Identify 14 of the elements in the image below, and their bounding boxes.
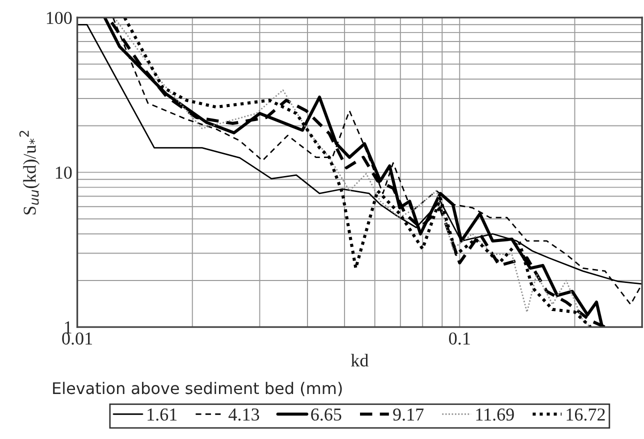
- y-axis-title: S$_{uu}$(kd)/u$_{*}$$^{2}$: [19, 130, 40, 214]
- y-tick-label: 1: [64, 321, 72, 334]
- x-tick-label: 0.1: [449, 332, 470, 345]
- legend-label: 1.61: [148, 408, 177, 421]
- legend-title: Elevation above sediment bed (mm): [53, 382, 342, 396]
- x-axis-title: kd: [350, 354, 368, 367]
- legend-label: 16.72: [566, 408, 605, 421]
- y-tick-label: 10: [56, 166, 72, 179]
- legend-label: 4.13: [228, 408, 260, 421]
- legend-label: 9.17: [393, 408, 424, 421]
- legend-label: 6.65: [311, 408, 342, 421]
- x-tick-label: 0.01: [62, 332, 92, 345]
- legend-label: 11.69: [476, 408, 514, 421]
- y-tick-label: 100: [46, 12, 72, 24]
